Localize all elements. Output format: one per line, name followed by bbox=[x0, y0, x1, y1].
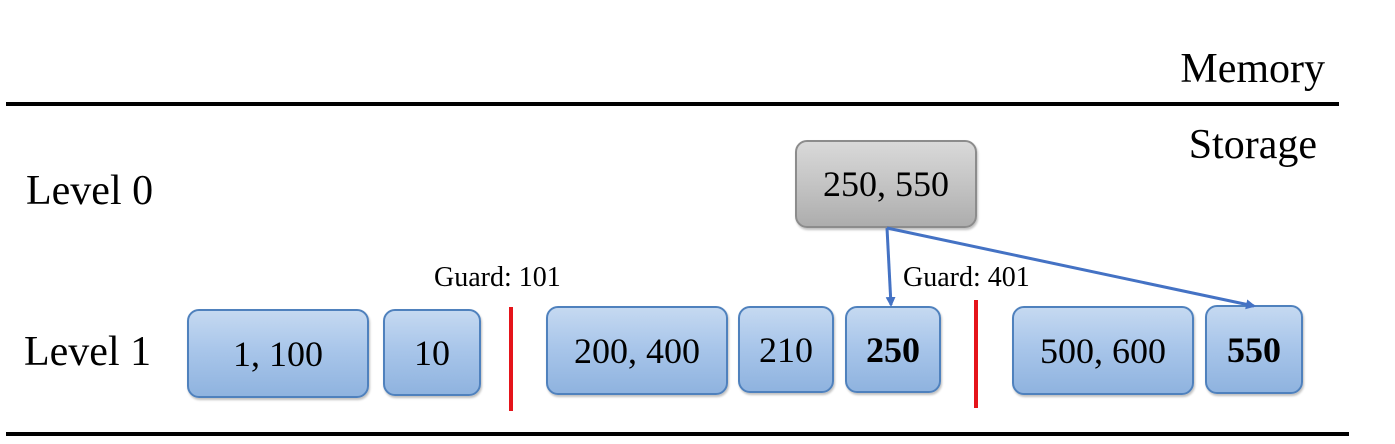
memory-storage-divider bbox=[6, 102, 1339, 106]
level-1-sstable-1: 1, 100 bbox=[187, 309, 369, 398]
guard-label-2: Guard: 401 bbox=[903, 262, 1030, 293]
level-1-sstable-4: 210 bbox=[738, 306, 834, 393]
level-1-sstable-3: 200, 400 bbox=[546, 306, 728, 395]
level-1-label: Level 1 bbox=[24, 329, 152, 375]
level-0-sstable: 250, 550 bbox=[795, 140, 977, 228]
storage-label: Storage bbox=[1188, 122, 1317, 168]
memory-label: Memory bbox=[1180, 46, 1325, 92]
level-1-sstable-2: 10 bbox=[383, 309, 481, 396]
arrow-to-250 bbox=[885, 227, 896, 307]
level-0-label: Level 0 bbox=[26, 168, 154, 214]
guard-line-1 bbox=[509, 307, 513, 411]
level-1-sstable-5: 250 bbox=[845, 306, 941, 393]
storage-bottom-border bbox=[6, 432, 1349, 436]
arrow-to-550 bbox=[886, 226, 1256, 310]
level-1-sstable-7: 550 bbox=[1205, 305, 1303, 394]
guard-line-2 bbox=[974, 300, 978, 408]
guard-label-1: Guard: 101 bbox=[434, 262, 561, 293]
level-1-sstable-6: 500, 600 bbox=[1012, 306, 1194, 395]
